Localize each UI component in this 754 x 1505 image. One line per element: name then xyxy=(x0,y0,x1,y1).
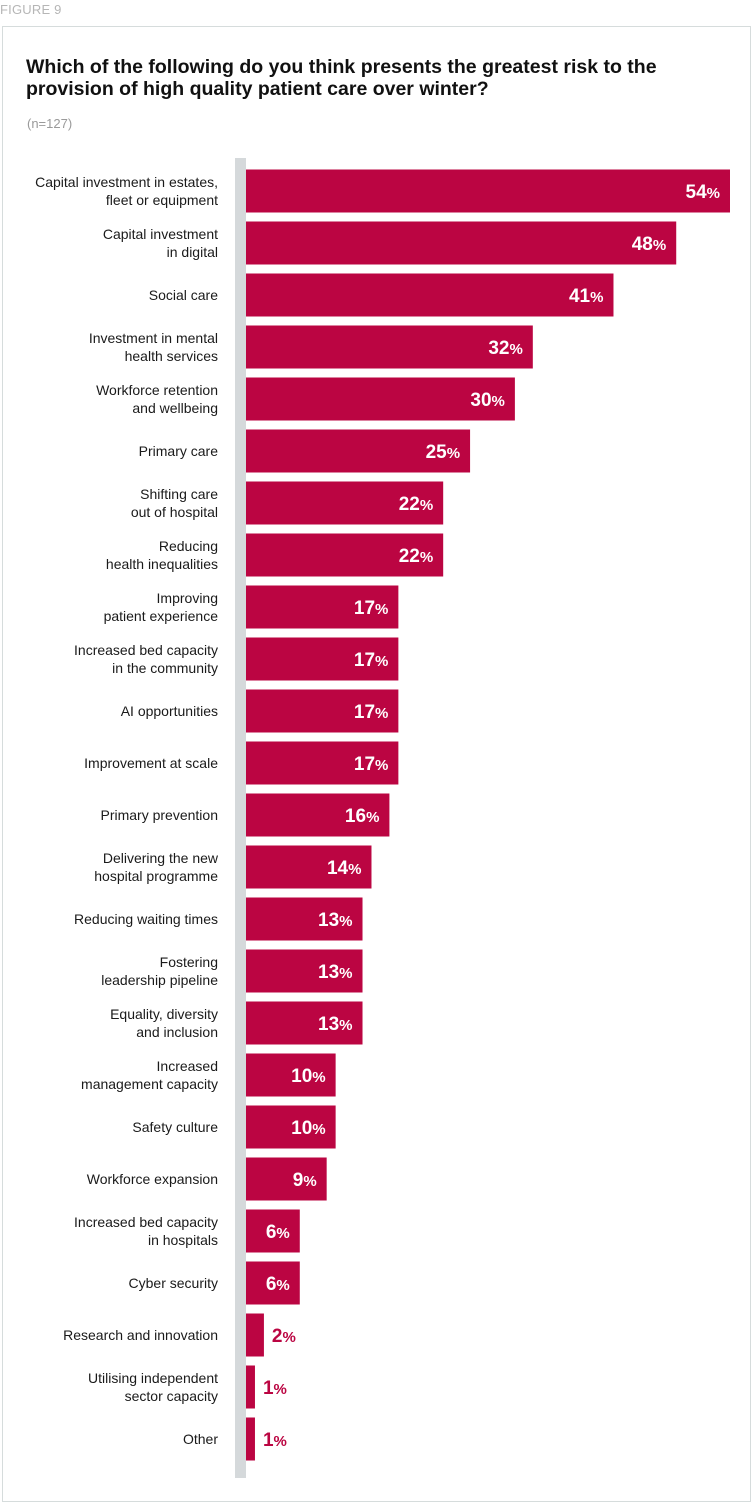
category-label-3: Social care xyxy=(149,287,218,303)
category-label-2: Capital investment in digital xyxy=(103,226,218,260)
bar-22 xyxy=(246,1261,300,1305)
bar-9 xyxy=(246,585,399,629)
value-label-4: 32% xyxy=(488,338,522,359)
category-label-22: Cyber security xyxy=(129,1275,218,1291)
category-label-21: Increased bed capacity in hospitals xyxy=(74,1214,218,1248)
value-label-6: 25% xyxy=(426,442,460,463)
value-label-25: 1% xyxy=(263,1430,287,1451)
category-label-1: Capital investment in estates, fleet or e… xyxy=(35,174,218,208)
bar-17 xyxy=(246,1001,363,1045)
bar-11 xyxy=(246,689,399,733)
category-label-5: Workforce retention and wellbeing xyxy=(96,382,218,416)
value-label-21: 6% xyxy=(266,1222,290,1243)
value-label-12: 17% xyxy=(354,754,388,775)
category-label-13: Primary prevention xyxy=(101,807,219,823)
category-label-8: Reducing health inequalities xyxy=(106,538,218,572)
category-label-10: Increased bed capacity in the community xyxy=(74,642,218,676)
bar-14 xyxy=(246,845,372,889)
value-label-15: 13% xyxy=(318,910,352,931)
category-label-14: Delivering the new hospital programme xyxy=(94,850,219,884)
category-label-23: Research and innovation xyxy=(63,1327,218,1343)
value-label-23: 2% xyxy=(272,1326,296,1347)
value-label-14: 14% xyxy=(327,858,361,879)
bar-2 xyxy=(246,221,677,265)
bar-25 xyxy=(246,1417,255,1461)
category-label-4: Investment in mental health services xyxy=(89,330,218,364)
category-label-11: AI opportunities xyxy=(121,703,218,719)
value-label-2: 48% xyxy=(632,234,666,255)
bar-7 xyxy=(246,481,444,525)
figure-label: FIGURE 9 xyxy=(0,2,62,17)
category-label-16: Fostering leadership pipeline xyxy=(101,954,218,988)
value-label-22: 6% xyxy=(266,1274,290,1295)
category-label-7: Shifting care out of hospital xyxy=(131,486,218,520)
bar-20 xyxy=(246,1157,327,1201)
category-label-9: Improving patient experience xyxy=(104,590,219,624)
category-label-25: Other xyxy=(183,1431,218,1447)
chart-title: Which of the following do you think pres… xyxy=(26,56,657,100)
value-label-10: 17% xyxy=(354,650,388,671)
value-label-13: 16% xyxy=(345,806,379,827)
value-label-17: 13% xyxy=(318,1014,352,1035)
bar-13 xyxy=(246,793,390,837)
bar-24 xyxy=(246,1365,255,1409)
bar-16 xyxy=(246,949,363,993)
value-label-11: 17% xyxy=(354,702,388,723)
category-label-20: Workforce expansion xyxy=(87,1171,218,1187)
category-label-15: Reducing waiting times xyxy=(74,911,218,927)
category-label-18: Increased management capacity xyxy=(81,1058,218,1092)
bar-15 xyxy=(246,897,363,941)
bar-3 xyxy=(246,273,614,317)
bar-21 xyxy=(246,1209,300,1253)
value-label-5: 30% xyxy=(470,390,504,411)
y-axis-line xyxy=(235,158,246,1478)
category-label-24: Utilising independent sector capacity xyxy=(88,1370,218,1404)
category-label-19: Safety culture xyxy=(132,1119,218,1135)
bar-4 xyxy=(246,325,533,369)
value-label-20: 9% xyxy=(293,1170,317,1191)
value-label-8: 22% xyxy=(399,546,433,567)
bar-10 xyxy=(246,637,399,681)
bar-18 xyxy=(246,1053,336,1097)
category-label-6: Primary care xyxy=(139,443,219,459)
value-label-16: 13% xyxy=(318,962,352,983)
bar-5 xyxy=(246,377,515,421)
bar-6 xyxy=(246,429,471,473)
category-label-12: Improvement at scale xyxy=(84,755,218,771)
chart-subtitle: (n=127) xyxy=(27,116,73,131)
value-label-7: 22% xyxy=(399,494,433,515)
value-label-18: 10% xyxy=(291,1066,325,1087)
value-label-1: 54% xyxy=(686,182,720,203)
bar-12 xyxy=(246,741,399,785)
value-label-9: 17% xyxy=(354,598,388,619)
bar-19 xyxy=(246,1105,336,1149)
value-label-3: 41% xyxy=(569,286,603,307)
value-label-24: 1% xyxy=(263,1378,287,1399)
category-label-17: Equality, diversity and inclusion xyxy=(110,1006,218,1040)
bar-23 xyxy=(246,1313,264,1357)
bar-8 xyxy=(246,533,444,577)
value-label-19: 10% xyxy=(291,1118,325,1139)
bar-1 xyxy=(246,169,730,213)
